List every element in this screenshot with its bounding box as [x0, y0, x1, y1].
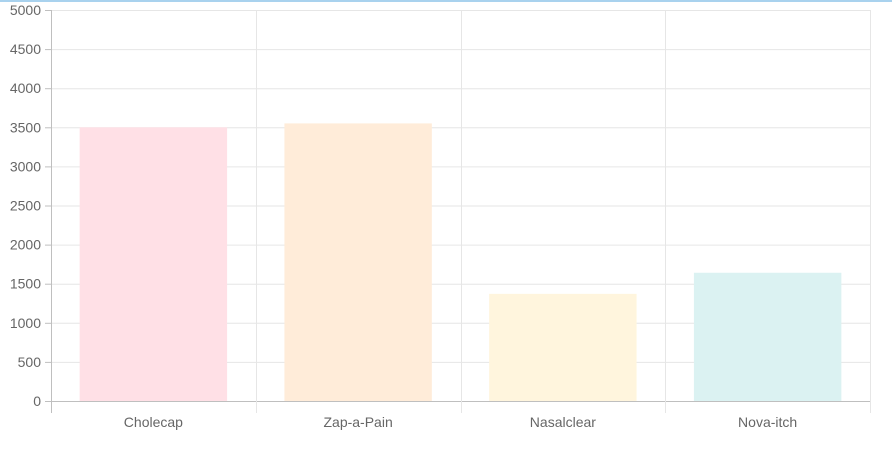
y-tick-label: 500 — [18, 354, 42, 370]
bar-cholecap — [79, 127, 228, 402]
y-tick-label: 1500 — [10, 276, 41, 292]
y-tick-label: 5000 — [10, 2, 41, 18]
y-tick-label: 2000 — [10, 237, 41, 253]
x-tick-labels: Cholecap Zap-a-Pain Nasalclear Nova-itch — [124, 414, 797, 430]
x-tick-label: Cholecap — [124, 414, 183, 430]
y-tick-label: 4500 — [10, 41, 41, 57]
y-tick-label: 0 — [33, 393, 41, 409]
bar-nasalclear — [489, 293, 637, 401]
y-tick-label: 3500 — [10, 119, 41, 135]
y-tick-label: 2500 — [10, 198, 41, 214]
y-tick-label: 4000 — [10, 80, 41, 96]
bar-zap-a-pain — [284, 123, 432, 401]
bar-nova-itch — [693, 272, 842, 401]
y-tick-label: 3000 — [10, 158, 41, 174]
top-accent-border — [0, 0, 892, 2]
x-tick-label: Nova-itch — [738, 414, 797, 430]
x-tick-label: Zap-a-Pain — [323, 414, 392, 430]
axis-layer — [45, 10, 871, 413]
y-tick-labels: 0 500 1000 1500 2000 2500 3000 3500 4000 4500 5000 — [10, 2, 41, 409]
y-tick-label: 1000 — [10, 315, 41, 331]
bars-layer — [79, 123, 842, 402]
x-tick-label: Nasalclear — [530, 414, 596, 430]
